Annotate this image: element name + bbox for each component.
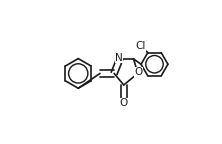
Text: N: N <box>115 53 123 63</box>
Text: Cl: Cl <box>136 41 146 51</box>
Text: O: O <box>134 67 143 77</box>
Text: O: O <box>120 98 128 108</box>
